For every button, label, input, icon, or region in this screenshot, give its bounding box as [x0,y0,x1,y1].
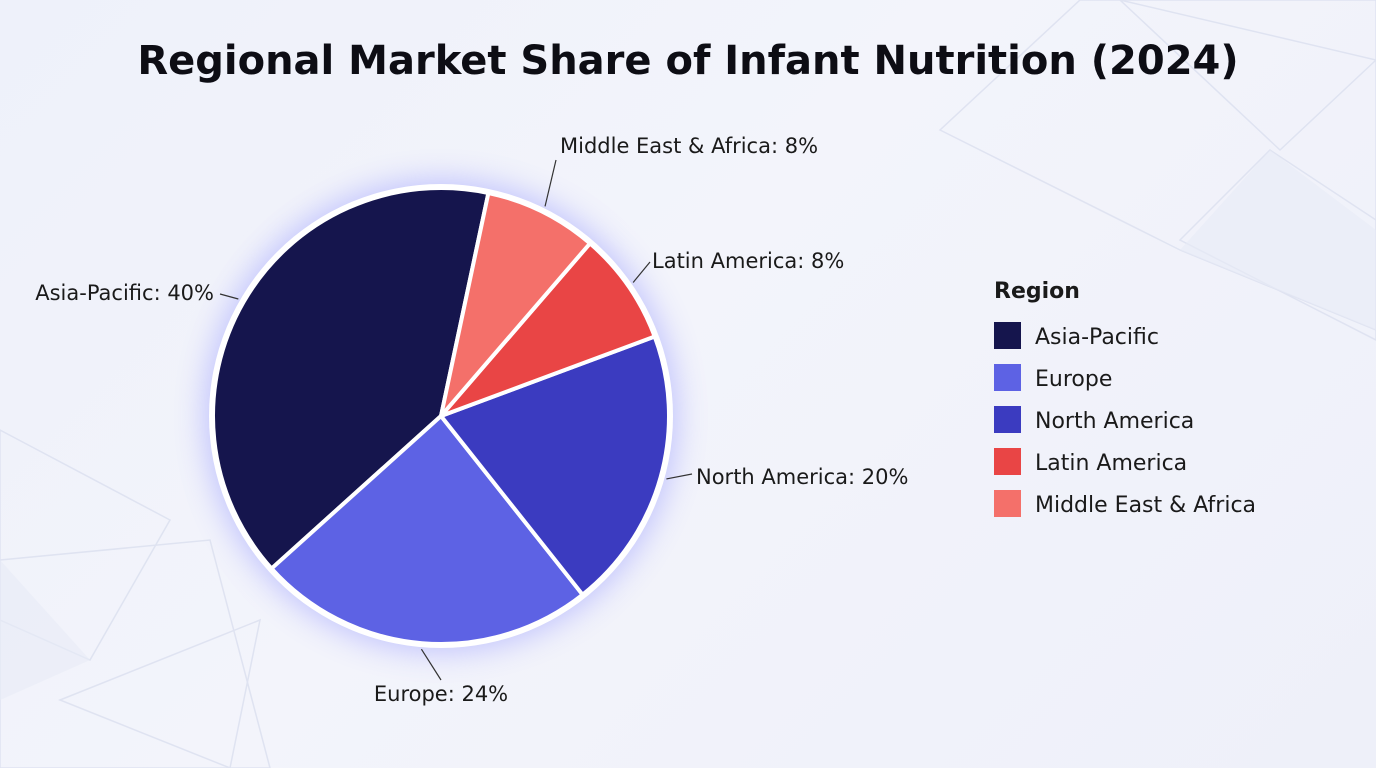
slice-label: Middle East & Africa: 8% [560,134,818,158]
slice-label: North America: 20% [696,465,908,489]
legend-label: Middle East & Africa [1035,493,1256,518]
legend-swatch [994,322,1021,349]
legend-swatch [994,406,1021,433]
slice-label: Asia-Pacific: 40% [35,281,214,305]
legend-title: Region [994,279,1080,304]
pie-slice-asia-pacific [211,186,491,571]
pie-slice-latin-america [439,241,657,418]
pie-slice-middle-east-africa [439,190,592,418]
legend-swatch [994,448,1021,475]
legend-label: North America [1035,409,1194,434]
leader-line [420,648,442,681]
pie-leader-lines [219,159,693,681]
pie-labels: Asia-Pacific: 40% Europe: 24% North Americ… [35,134,908,706]
chart-title: Regional Market Share of Infant Nutritio… [137,38,1238,84]
legend: Region Asia-Pacific Europe North America La… [994,279,1256,518]
pie-slice-europe [269,414,585,646]
pie-slices [211,186,671,646]
slice-label: Europe: 24% [374,682,508,706]
pie-slice-north-america [439,334,671,597]
leader-line [666,473,693,480]
leader-line [219,293,239,300]
leader-line [632,261,651,283]
leader-line [544,159,557,207]
legend-swatch [994,490,1021,517]
legend-label: Europe [1035,367,1112,392]
legend-label: Asia-Pacific [1035,325,1159,350]
slice-label: Latin America: 8% [652,249,844,273]
legend-swatch [994,364,1021,391]
legend-label: Latin America [1035,451,1187,476]
